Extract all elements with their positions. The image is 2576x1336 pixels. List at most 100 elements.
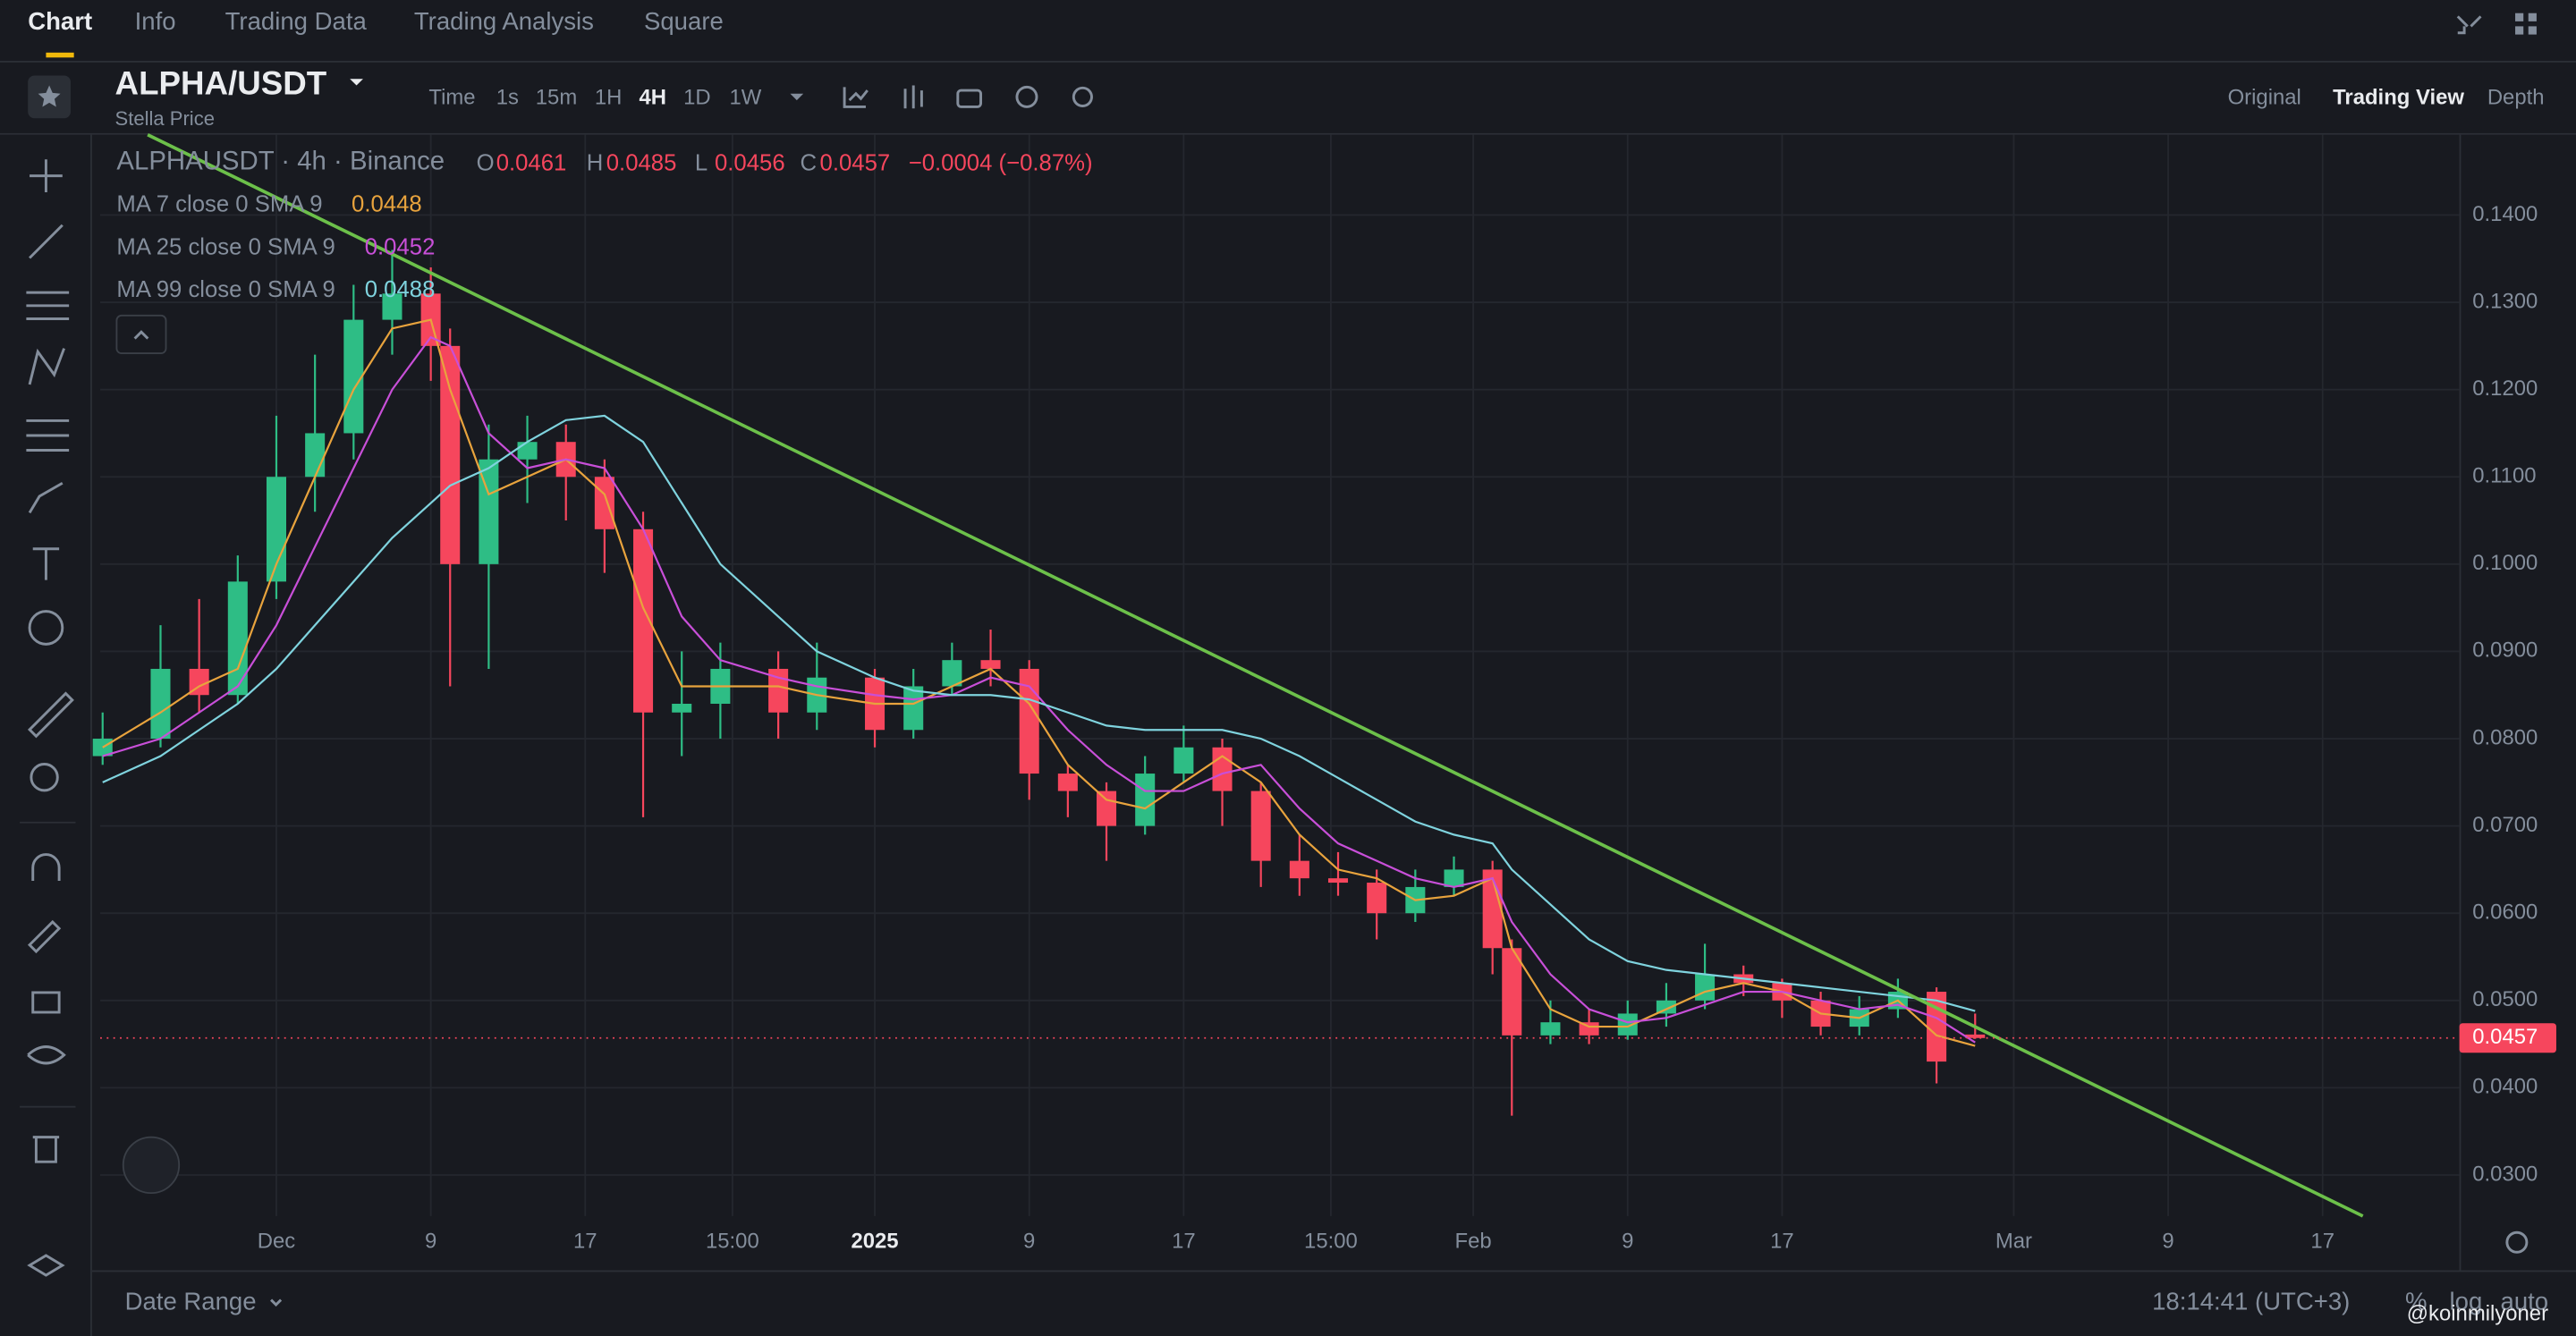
log-toggle[interactable]: log bbox=[2450, 1288, 2483, 1315]
screenshot-icon[interactable] bbox=[956, 89, 982, 108]
interval[interactable]: 1H bbox=[595, 86, 623, 110]
pattern-tool[interactable] bbox=[28, 348, 66, 385]
candle-body bbox=[305, 433, 326, 478]
fib-tool[interactable] bbox=[26, 291, 70, 320]
indicator-icon[interactable] bbox=[843, 87, 869, 108]
interval[interactable]: 1s bbox=[496, 86, 519, 110]
interval[interactable]: 4H bbox=[639, 86, 666, 110]
legend-value: 0.0452 bbox=[365, 234, 436, 259]
minimize-icon[interactable] bbox=[2456, 15, 2482, 35]
candle-body bbox=[517, 442, 538, 460]
y-tick-label: 0.0900 bbox=[2472, 638, 2538, 663]
subtitle[interactable]: Stella Price bbox=[115, 107, 215, 130]
last-price-label: 0.0457 bbox=[2472, 1025, 2538, 1049]
candle-body bbox=[633, 528, 654, 713]
candle-body bbox=[1212, 747, 1233, 791]
tab[interactable]: Chart bbox=[28, 7, 92, 35]
lock-tool[interactable] bbox=[31, 991, 61, 1014]
x-tick-label: 9 bbox=[2162, 1230, 2174, 1254]
x-tick-label: 9 bbox=[1622, 1230, 1633, 1254]
ohlc-label: O bbox=[477, 151, 495, 176]
legend-value: 0.0448 bbox=[352, 191, 422, 216]
tab[interactable]: Trading Analysis bbox=[414, 7, 594, 35]
interval-bar: Time 1s 15m 1H 4H 1D 1W bbox=[428, 86, 761, 110]
x-tick-label: Dec bbox=[258, 1230, 296, 1254]
add-icon[interactable] bbox=[1015, 85, 1038, 108]
candle-body bbox=[1057, 774, 1078, 791]
candle-body bbox=[479, 459, 499, 564]
candle-type-icon[interactable] bbox=[903, 85, 923, 109]
tab[interactable]: Info bbox=[135, 7, 176, 35]
legend-entry: MA 99 close 0 SMA 9 bbox=[116, 277, 335, 302]
lock-draw-tool[interactable] bbox=[27, 919, 62, 954]
candle-body bbox=[382, 293, 402, 320]
candle-body bbox=[1502, 948, 1522, 1036]
candle-body bbox=[1656, 1000, 1676, 1014]
ohlc-value: 0.0457 bbox=[820, 151, 891, 176]
view-option[interactable]: Trading View bbox=[2333, 86, 2464, 110]
line-tool[interactable] bbox=[29, 224, 64, 259]
interval[interactable]: 15m bbox=[536, 86, 577, 110]
crosshair-tool[interactable] bbox=[30, 159, 63, 193]
view-option[interactable]: Depth bbox=[2487, 86, 2545, 110]
candle-body bbox=[1617, 1013, 1638, 1036]
tab[interactable]: Trading Data bbox=[225, 7, 368, 35]
brush-tool[interactable] bbox=[28, 481, 64, 514]
candle-body bbox=[440, 345, 461, 564]
candle-body bbox=[1289, 860, 1309, 879]
date-range[interactable]: Date Range bbox=[125, 1288, 257, 1315]
tv-logo[interactable] bbox=[122, 1136, 181, 1195]
interval[interactable]: Time bbox=[428, 86, 475, 110]
candle-body bbox=[1695, 974, 1716, 1001]
chart-area: 0.1400 0.1300 0.1200 0.1100 0.1000 0.0900 0.08… bbox=[92, 133, 2556, 1254]
legend: ALPHAUSDT · 4h · Binance O 0.0461 H 0.0485 L 0… bbox=[116, 147, 1092, 302]
view-option[interactable]: Original bbox=[2228, 86, 2301, 110]
y-tick-label: 0.0500 bbox=[2472, 987, 2538, 1011]
dropdown-icon[interactable] bbox=[350, 79, 363, 86]
active-tab-underline bbox=[46, 52, 74, 58]
settings-icon[interactable] bbox=[1072, 86, 1093, 107]
candle-body bbox=[227, 581, 248, 696]
x-tick-label: 17 bbox=[1770, 1230, 1794, 1254]
text-tool[interactable] bbox=[32, 547, 60, 580]
candle-body bbox=[903, 686, 924, 731]
candle-body bbox=[1019, 668, 1039, 774]
symbol[interactable]: ALPHA/USDT bbox=[115, 64, 327, 101]
candle-body bbox=[343, 319, 364, 434]
y-tick-label: 0.1200 bbox=[2472, 376, 2538, 401]
ma-line bbox=[102, 335, 1976, 1044]
x-tick-label: 9 bbox=[1023, 1230, 1035, 1254]
trendline bbox=[147, 133, 2364, 1218]
y-tick-label: 0.0300 bbox=[2472, 1162, 2538, 1186]
percent-toggle[interactable]: % bbox=[2405, 1288, 2427, 1315]
magnet-tool[interactable] bbox=[31, 853, 61, 881]
interval[interactable]: 1D bbox=[683, 86, 711, 110]
chevron-icon bbox=[133, 330, 149, 340]
legend-entry: MA 7 close 0 SMA 9 bbox=[116, 191, 322, 216]
interval[interactable]: 1W bbox=[730, 86, 762, 110]
ruler-tool[interactable] bbox=[27, 691, 74, 739]
tab-bar: Chart Info Trading Data Trading Analysis Squ… bbox=[28, 7, 724, 35]
axis-settings-icon[interactable] bbox=[2505, 1230, 2529, 1254]
collapse-legend[interactable] bbox=[115, 314, 167, 355]
visibility-tool[interactable] bbox=[27, 1045, 66, 1065]
ma-line bbox=[102, 414, 1976, 1012]
layout-icon[interactable] bbox=[2515, 13, 2524, 21]
candle-body bbox=[942, 660, 962, 687]
legend-entry: MA 25 close 0 SMA 9 bbox=[116, 234, 335, 259]
tab[interactable]: Square bbox=[644, 7, 724, 35]
x-tick-label: 17 bbox=[1172, 1230, 1196, 1254]
candle-body bbox=[1444, 869, 1464, 887]
auto-toggle[interactable]: auto bbox=[2501, 1288, 2549, 1315]
chevron-icon bbox=[270, 1298, 283, 1307]
candle-body bbox=[1327, 878, 1349, 884]
y-tick-label: 0.0800 bbox=[2472, 725, 2538, 749]
layers-tool[interactable] bbox=[27, 1254, 65, 1277]
more-intervals[interactable] bbox=[790, 93, 804, 101]
x-tick-label: 9 bbox=[425, 1230, 436, 1254]
projection-tool[interactable] bbox=[26, 419, 70, 452]
zoom-tool[interactable] bbox=[30, 763, 59, 792]
candle-body bbox=[1097, 791, 1117, 826]
emoji-tool[interactable] bbox=[28, 610, 64, 646]
delete-tool[interactable] bbox=[32, 1136, 60, 1163]
